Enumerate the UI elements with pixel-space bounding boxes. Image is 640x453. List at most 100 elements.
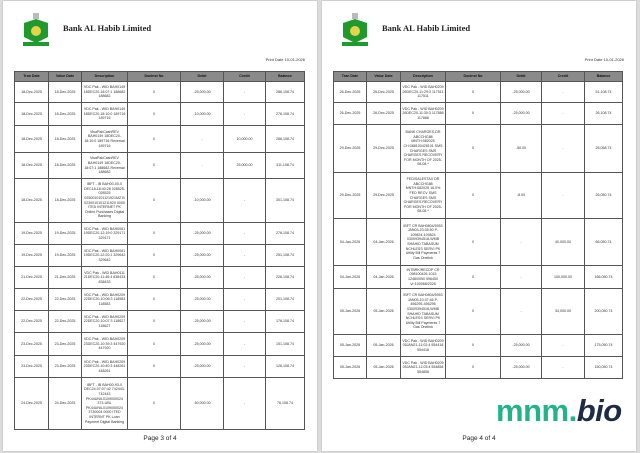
print-date: Print Date 10-01-2026	[265, 57, 305, 62]
credit-cell: -	[541, 81, 585, 103]
debit-cell: -25,000.00	[180, 355, 224, 378]
balance-cell: 200,050.74	[584, 288, 623, 335]
bank-logo	[19, 13, 53, 49]
credit-cell: -	[223, 310, 266, 333]
docinst-no-cell: 0	[445, 102, 501, 125]
credit-cell: -	[223, 102, 266, 126]
description-cell: VDC Pak - WID BAH0149 18DEC20-18:10:0 18…	[81, 102, 128, 126]
docinst-no-cell: 0	[445, 334, 501, 357]
value-date-cell: 26-Dec-2025	[366, 81, 401, 103]
docinst-no-cell: 0	[445, 288, 501, 335]
docinst-no-cell: 0	[127, 355, 181, 378]
value-date-cell: 22-Dec-2025	[48, 310, 82, 333]
debit-cell: -25,000.00	[500, 81, 542, 103]
tran-date-cell: 29-Dec-2025	[333, 172, 367, 219]
credit-cell: -	[223, 332, 266, 356]
debit-cell: -8.00	[500, 172, 542, 219]
watermark-part1: mnm.	[496, 393, 577, 428]
docinst-no-cell: 0	[445, 218, 501, 266]
balance-cell: 276,108.74	[265, 222, 305, 245]
table-row: 22-Dec-2025 22-Dec-2025 VDC Pak - WID BAH0…	[14, 288, 305, 311]
balance-cell: 150,050.74	[584, 356, 623, 379]
debit-cell: -25,000.00	[180, 81, 224, 103]
value-date-cell: 05-Jan-2026	[366, 288, 401, 335]
balance-cell: 26,058.74	[584, 124, 623, 173]
debit-cell: -25,000.00	[500, 334, 542, 357]
column-header: Credit	[541, 71, 585, 82]
debit-cell: -	[500, 288, 542, 335]
balance-cell: 66,050.74	[584, 218, 623, 266]
table-row: 18-Dec-2025 18-Dec-2025 VisaPakCashREV BAH…	[14, 152, 305, 179]
table-row: 21-Dec-2025 21-Dec-2025 VDC Pak - WID BAH0…	[14, 266, 305, 289]
description-cell: FED/SALESTAX DR ABCCHG88 MNTH:082025 16.…	[400, 172, 446, 219]
tran-date-cell: 04-Jan-2026	[333, 265, 367, 289]
tran-date-cell: 05-Jan-2026	[333, 334, 367, 357]
balance-cell: 166,050.74	[584, 265, 623, 289]
debit-cell: -50.00	[500, 124, 542, 173]
tran-date-cell: 19-Dec-2025	[14, 244, 49, 267]
value-date-cell: 05-Jan-2026	[366, 334, 401, 357]
tran-date-cell: 18-Dec-2025	[14, 81, 49, 103]
transactions-table: Tran Date Value Date Description DocInst No…	[333, 71, 623, 379]
tran-date-cell: 22-Dec-2025	[14, 288, 49, 311]
tran-date-cell: 05-Jan-2026	[333, 356, 367, 379]
description-cell: VDC Pak - WID BAH0209 26DEC20-11:29:3 11…	[400, 81, 446, 103]
value-date-cell: 18-Dec-2025	[48, 125, 82, 153]
credit-cell: -	[223, 355, 266, 378]
value-date-cell: 18-Dec-2025	[48, 102, 82, 126]
tran-date-cell: 23-Dec-2025	[14, 355, 49, 378]
credit-cell: -	[541, 172, 585, 219]
credit-cell: -	[541, 102, 585, 125]
value-date-cell: 23-Dec-2025	[48, 332, 82, 356]
balance-cell: 311,108.74	[265, 152, 305, 179]
transactions-table: Tran Date Value Date Description DocInst No…	[14, 71, 305, 430]
credit-cell: 10,000.00	[223, 125, 266, 153]
balance-cell: 126,108.74	[265, 355, 305, 378]
bank-name: Bank AL Habib Limited	[63, 23, 152, 33]
debit-cell: -25,000.00	[180, 310, 224, 333]
tran-date-cell: 24-Dec-2025	[14, 377, 49, 430]
debit-cell: -25,000.00	[180, 332, 224, 356]
description-cell: VDC Pak - WID BAH0209 05JAN21-11:02:4 55…	[400, 334, 446, 357]
description-cell: BANK CHARGES-DR ABCCHG88 MNTH:082025 CH:…	[400, 124, 446, 173]
debit-cell: -50,000.00	[180, 377, 224, 430]
statement-page-3: Bank AL Habib Limited Print Date 10-01-20…	[3, 1, 317, 451]
value-date-cell: 19-Dec-2025	[48, 222, 82, 245]
description-cell: VDC Pak - WID BAH0209 22DEC20-10:07:3 11…	[81, 310, 128, 333]
credit-cell: -	[223, 266, 266, 289]
docinst-no-cell: 0	[127, 102, 181, 126]
tran-date-cell: 26-Dec-2025	[333, 102, 367, 125]
table-row: 04-Jan-2026 04-Jan-2026 IBFT CR BAH0804/59…	[333, 218, 623, 266]
docinst-no-cell: 0	[127, 222, 181, 245]
value-date-cell: 05-Jan-2026	[366, 356, 401, 379]
debit-cell: -	[180, 152, 224, 179]
docinst-no-cell: 0	[127, 332, 181, 356]
credit-cell: 25,000.00	[223, 152, 266, 179]
value-date-cell: 29-Dec-2025	[366, 124, 401, 173]
description-cell: IBFT CR BAH0804/5953 JAN03-23:35:50 P-10…	[400, 218, 446, 266]
table-row: 26-Dec-2025 26-Dec-2025 VDC Pak - WID BAH0…	[333, 81, 623, 103]
table-row: 05-Jan-2026 05-Jan-2026 VDC Pak - WID BAH0…	[333, 356, 623, 379]
value-date-cell: 18-Dec-2025	[48, 178, 82, 223]
debit-cell: -25,000.00	[180, 266, 224, 289]
table-row: 26-Dec-2025 26-Dec-2025 VDC Pak - WID BAH0…	[333, 102, 623, 125]
value-date-cell: 18-Dec-2025	[48, 152, 82, 179]
docinst-no-cell: 0	[127, 152, 181, 179]
print-date: Print Date 10-01-2026	[584, 57, 624, 62]
watermark-part2: bio	[576, 393, 623, 428]
table-row: 18-Dec-2025 18-Dec-2025 VDC Pak - WID BAH0…	[14, 102, 305, 126]
column-header: DocInst No	[445, 71, 501, 82]
credit-cell: -	[541, 356, 585, 379]
value-date-cell: 21-Dec-2025	[48, 266, 82, 289]
docinst-no-cell: 0	[127, 178, 181, 223]
balance-cell: 176,108.74	[265, 310, 305, 333]
description-cell: VDC Pak - WID BAH0209 23DEC20-10:39:3 44…	[81, 332, 128, 356]
tran-date-cell: 21-Dec-2025	[14, 266, 49, 289]
debit-cell: -25,000.00	[500, 102, 542, 125]
description-cell: VDC Pak - WID BAH0149 18DEC20-18:07:1 18…	[81, 81, 128, 103]
docinst-no-cell: 0	[127, 81, 181, 103]
balance-cell: 26,050.74	[584, 172, 623, 219]
credit-cell: 100,000.00	[541, 265, 585, 289]
debit-cell: -10,000.00	[180, 178, 224, 223]
debit-cell: -25,000.00	[180, 222, 224, 245]
